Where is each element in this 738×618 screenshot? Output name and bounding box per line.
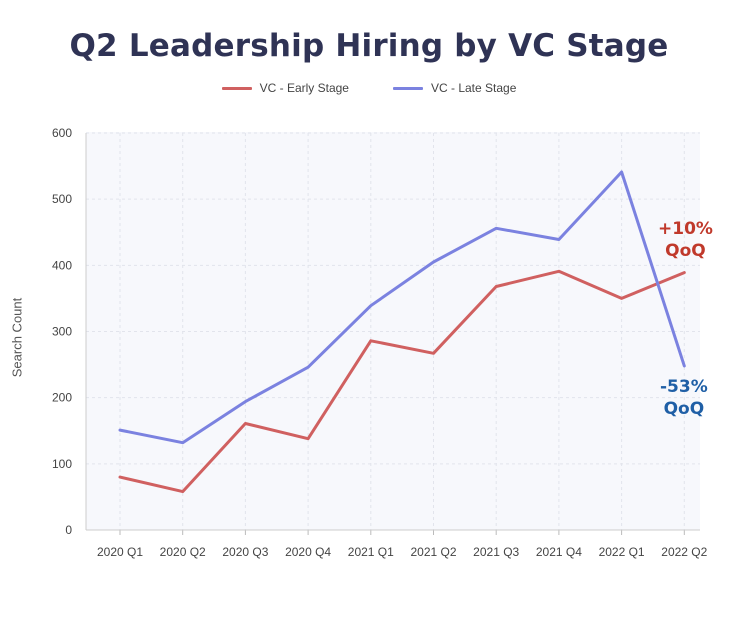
legend-swatch-early (221, 86, 252, 90)
annotation-early-change: +10% (658, 219, 713, 239)
legend: VC - Early Stage VC - Late Stage (0, 81, 738, 95)
x-tick-label: 2021 Q4 (536, 545, 582, 559)
x-tick-label: 2020 Q3 (222, 545, 268, 559)
y-tick-label: 200 (52, 391, 72, 405)
x-tick-label: 2020 Q2 (160, 545, 206, 559)
x-tick-label: 2020 Q4 (285, 545, 331, 559)
annotation-late-change: -53% (660, 377, 708, 397)
legend-label-late: VC - Late Stage (430, 81, 517, 95)
y-tick-label: 100 (52, 457, 72, 471)
y-axis-label: Search Count (9, 297, 25, 378)
series-line-early-stage (118, 269, 686, 494)
legend-swatch-late (392, 86, 423, 90)
annotation-late-qoq: QoQ (663, 399, 705, 419)
legend-item-late: VC - Late Stage (392, 81, 517, 95)
y-tick-label: 400 (52, 258, 72, 272)
y-tick-label: 600 (52, 126, 72, 140)
annotation-early-qoq: QoQ (665, 241, 706, 261)
x-tick-label: 2021 Q1 (348, 545, 394, 559)
x-tick-label: 2022 Q1 (599, 545, 645, 559)
series-line-late-stage (118, 170, 686, 445)
x-tick-label: 2020 Q1 (97, 545, 143, 559)
chart-title: Q2 Leadership Hiring by VC Stage (69, 28, 669, 64)
annotation-late-stage: -53% QoQ (660, 376, 708, 420)
x-tick-label: 2022 Q2 (661, 545, 707, 559)
annotation-early-stage: +10% QoQ (658, 218, 713, 262)
legend-item-early: VC - Early Stage (221, 81, 349, 95)
x-tick-label: 2021 Q2 (410, 545, 456, 559)
y-tick-label: 0 (65, 523, 72, 537)
y-tick-label: 500 (52, 192, 72, 206)
y-tick-label: 300 (52, 325, 72, 339)
x-tick-label: 2021 Q3 (473, 545, 519, 559)
legend-label-early: VC - Early Stage (259, 81, 349, 95)
